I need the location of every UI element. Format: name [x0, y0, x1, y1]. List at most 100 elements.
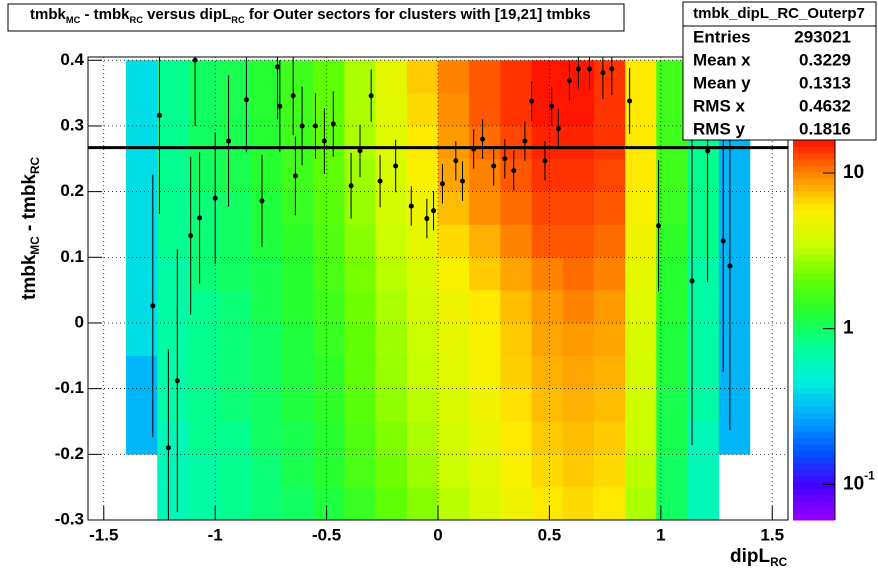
- heat-cell: [157, 60, 189, 94]
- profile-point: [275, 64, 281, 70]
- z-tick-base: 10: [843, 162, 864, 183]
- heat-cell: [438, 224, 470, 258]
- colorbar-step: [793, 317, 835, 325]
- heat-cell: [313, 224, 345, 258]
- heat-cell: [375, 125, 408, 160]
- heat-cell: [157, 388, 189, 422]
- colorbar-step: [793, 222, 835, 230]
- colorbar-step: [793, 482, 835, 489]
- heat-cell: [375, 421, 408, 455]
- heat-cell: [157, 290, 189, 324]
- z-tick-label: 10-1: [843, 469, 875, 495]
- heat-cell: [344, 257, 376, 291]
- heat-cell: [219, 158, 252, 192]
- heat-cell: [500, 191, 532, 225]
- profile-point: [197, 215, 203, 221]
- stats-value: 293021: [794, 27, 851, 46]
- profile-point: [656, 223, 662, 229]
- x-tick-label: 0.5: [538, 525, 562, 544]
- profile-point: [502, 156, 508, 162]
- profile-point: [549, 103, 555, 109]
- profile-point: [480, 136, 486, 142]
- heat-cell: [375, 60, 408, 94]
- heat-cell: [469, 421, 501, 455]
- heat-cell: [687, 158, 720, 192]
- colorbar-step: [793, 159, 835, 166]
- colorbar-step: [793, 260, 835, 268]
- heat-cell: [188, 421, 220, 455]
- heat-cell: [406, 290, 439, 324]
- heat-cell: [625, 388, 657, 422]
- heat-cell: [406, 487, 439, 520]
- profile-point: [290, 93, 296, 99]
- heat-cell: [562, 487, 595, 520]
- heat-cell: [157, 224, 189, 258]
- heat-cell: [625, 224, 657, 258]
- heat-cell: [593, 421, 626, 455]
- heat-cell: [344, 355, 376, 389]
- heat-cell: [656, 224, 688, 258]
- heat-cell: [718, 421, 751, 455]
- colorbar-step: [793, 140, 835, 147]
- heat-cell: [282, 388, 314, 422]
- heat-cell: [531, 487, 564, 520]
- heat-cell: [593, 487, 626, 520]
- y-tick-label: 0.1: [60, 247, 84, 266]
- profile-point: [192, 57, 198, 63]
- heat-cell: [313, 257, 345, 291]
- heat-cell: [531, 158, 564, 192]
- heat-cell: [219, 290, 252, 324]
- heat-cell: [469, 60, 501, 94]
- colorbar-step: [793, 197, 835, 204]
- colorbar-step: [793, 418, 835, 426]
- heat-cell: [562, 191, 595, 225]
- colorbar-step: [793, 323, 835, 331]
- colorbar-step: [793, 368, 835, 375]
- heat-cell: [469, 125, 501, 160]
- heat-cell: [500, 487, 532, 520]
- colorbar-step: [793, 203, 835, 211]
- heat-cell: [531, 224, 564, 258]
- heat-cell: [687, 454, 720, 488]
- heat-cell: [593, 454, 626, 488]
- colorbar-step: [793, 507, 835, 515]
- profile-point: [587, 66, 593, 72]
- z-tick-exponent: -1: [864, 469, 875, 483]
- x-tick-label: -0.5: [312, 525, 341, 544]
- profile-point: [575, 66, 581, 72]
- heat-cell: [250, 454, 283, 488]
- colorbar-step: [793, 387, 835, 394]
- profile-point: [368, 93, 374, 99]
- colorbar-step: [793, 475, 835, 483]
- profile-point: [555, 126, 561, 132]
- profile-point: [705, 148, 711, 154]
- chart-title-sub: RC: [231, 15, 245, 25]
- heat-cell: [406, 125, 439, 160]
- heat-cell: [406, 355, 439, 389]
- colorbar-step: [793, 247, 835, 255]
- heat-cell: [718, 158, 751, 192]
- colorbar-step: [793, 513, 835, 521]
- colorbar-step: [793, 298, 835, 306]
- heat-cell: [718, 388, 751, 422]
- profile-point: [522, 138, 528, 144]
- x-axis-label: dipLRC: [730, 546, 788, 569]
- z-tick-label: 1: [843, 318, 854, 339]
- profile-point: [243, 97, 249, 103]
- heat-cell: [126, 125, 158, 160]
- heat-cell: [375, 322, 408, 357]
- profile-point: [627, 98, 633, 104]
- heat-cell: [188, 355, 220, 389]
- profile-point: [720, 238, 726, 244]
- plot-frame: [87, 56, 789, 521]
- x-tick-label: -1.5: [89, 525, 118, 544]
- profile-point: [424, 216, 430, 222]
- profile-point: [259, 198, 265, 204]
- heat-cell: [282, 93, 314, 127]
- heat-cell: [157, 322, 189, 357]
- heat-cell: [313, 322, 345, 357]
- colorbar-step: [793, 184, 835, 192]
- heat-cell: [469, 290, 501, 324]
- y-axis-label-part: tmbk: [19, 254, 40, 300]
- heat-cell: [219, 454, 252, 488]
